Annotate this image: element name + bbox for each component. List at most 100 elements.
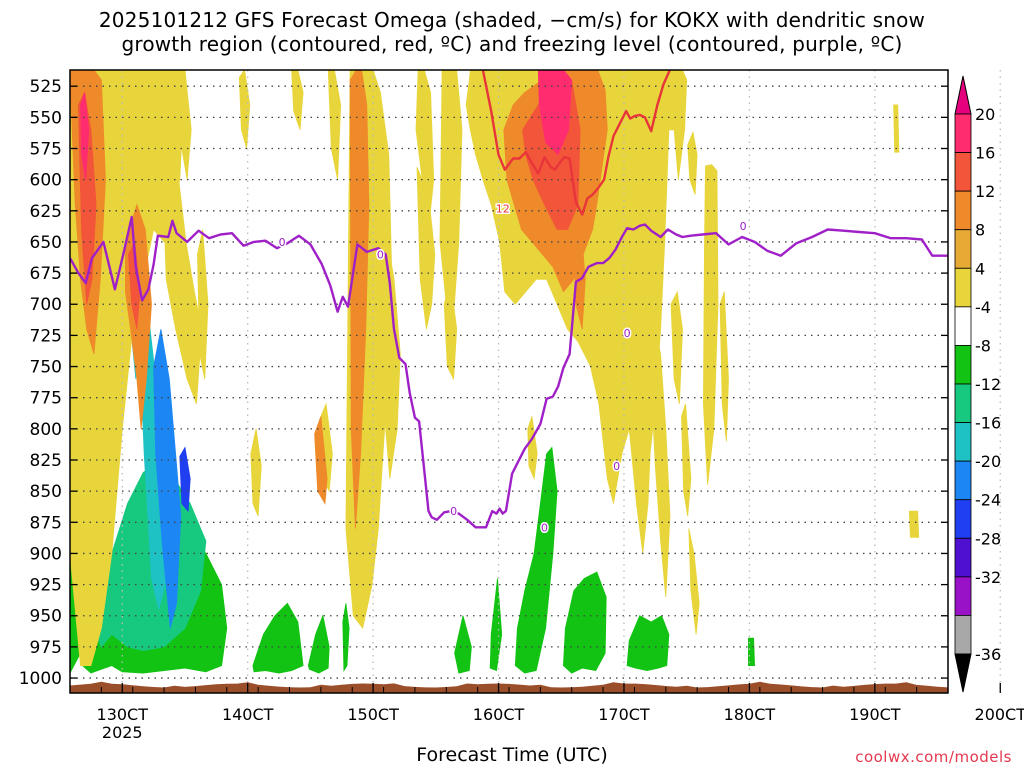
x-axis-label: Forecast Time (UTC) xyxy=(416,744,608,766)
omega-region-g5 xyxy=(454,615,472,674)
colorbar-bin xyxy=(954,422,972,462)
freezing-level-label: 0 xyxy=(377,248,384,261)
y-tick-label: 750 xyxy=(30,358,62,378)
omega-region-y17 xyxy=(650,329,671,598)
freezing-level-label: 0 xyxy=(541,521,548,534)
colorbar-bin xyxy=(954,576,972,616)
omega-region-m1 xyxy=(537,70,573,156)
omega-region-o4 xyxy=(314,416,328,505)
y-tick-label: 1000 xyxy=(19,669,62,689)
omega-region-m2 xyxy=(80,92,90,180)
colorbar-bin xyxy=(954,537,972,578)
colorbar-label: -12 xyxy=(975,375,1001,394)
colorbar-bin xyxy=(954,190,972,231)
colorbar-bin xyxy=(954,267,972,308)
omega-shading xyxy=(70,70,948,693)
colorbar-bin xyxy=(954,152,972,192)
y-tick-label: 700 xyxy=(30,295,62,315)
omega-region-g7 xyxy=(514,446,558,674)
colorbar-bottom-arrow xyxy=(954,653,972,693)
colorbar-label: -8 xyxy=(975,336,991,355)
colorbar-bin xyxy=(954,345,972,385)
y-tick-label: 850 xyxy=(30,482,62,502)
y-tick-label: 600 xyxy=(30,171,62,191)
x-tick-label: 140CT xyxy=(222,705,274,724)
colorbar-bin xyxy=(954,460,972,501)
omega-region-g2 xyxy=(252,602,304,674)
x-tick-label: 150CT xyxy=(347,705,399,724)
y-tick-label: 900 xyxy=(30,544,62,564)
omega-region-y3 xyxy=(178,70,192,180)
omega-region-g11 xyxy=(748,637,756,666)
omega-region-g9 xyxy=(626,615,670,672)
omega-region-y7 xyxy=(327,70,342,180)
colorbar-label: -36 xyxy=(975,645,1001,664)
omega-region-g6 xyxy=(489,578,503,672)
omega-region-y26 xyxy=(908,510,920,538)
colorbar-label: -16 xyxy=(975,414,1001,433)
dgz-contour-label: 12 xyxy=(496,202,510,215)
freezing-level-line xyxy=(70,215,948,529)
colorbar-label: -4 xyxy=(975,298,991,317)
omega-region-y19 xyxy=(631,290,646,429)
colorbar-label: 12 xyxy=(975,182,995,201)
omega-region-g3 xyxy=(307,614,330,674)
freezing-level-label: 0 xyxy=(740,220,747,233)
colorbar-bin xyxy=(954,499,972,539)
freezing-level-label: 0 xyxy=(613,460,620,473)
y-tick-label: 650 xyxy=(30,233,62,253)
colorbar-label: -28 xyxy=(975,529,1001,548)
colorbar-bin xyxy=(954,383,972,423)
colorbar-label: 8 xyxy=(975,221,985,240)
colorbar-bin xyxy=(954,229,972,269)
x-tick-sublabel: 2025 xyxy=(102,723,143,742)
y-tick-label: 975 xyxy=(30,638,62,658)
y-tick-label: 925 xyxy=(30,576,62,596)
omega-region-y13 xyxy=(439,70,463,330)
colorbar-label: -32 xyxy=(975,568,1001,587)
y-tick-label: 775 xyxy=(30,389,62,409)
colorbar-bin xyxy=(954,615,972,655)
omega-region-y10 xyxy=(381,241,401,479)
x-tick-label: 130CT xyxy=(97,705,149,724)
colorbar-bin xyxy=(954,113,972,153)
omega-region-y12 xyxy=(415,70,435,230)
dgz-contour-line xyxy=(481,70,672,216)
y-tick-label: 550 xyxy=(30,108,62,128)
colorbar-top-arrow xyxy=(954,75,972,115)
freezing-level-label: 0 xyxy=(279,236,286,249)
omega-region-o3 xyxy=(349,70,370,529)
omega-region-y21 xyxy=(681,403,692,517)
source-credit: coolwx.com/models xyxy=(855,748,1012,766)
x-tick-label: 200CT xyxy=(975,705,1024,724)
omega-region-g8 xyxy=(562,571,607,674)
y-tick-label: 825 xyxy=(30,451,62,471)
x-tick-label: 170CT xyxy=(598,705,650,724)
colorbar-label: -24 xyxy=(975,491,1001,510)
colorbar-label: 16 xyxy=(975,144,995,163)
omega-region-g4 xyxy=(342,603,350,672)
colorbar-label: -20 xyxy=(975,452,1001,471)
y-tick-label: 875 xyxy=(30,513,62,533)
chart-title: 2025101212 GFS Forecast Omega (shaded, −… xyxy=(98,8,926,56)
y-tick-label: 950 xyxy=(30,607,62,627)
x-tick-label: 160CT xyxy=(473,705,525,724)
colorbar-label: 20 xyxy=(975,105,995,124)
y-tick-label: 675 xyxy=(30,264,62,284)
x-tick-label: 180CT xyxy=(724,705,776,724)
freezing-level-label: 0 xyxy=(624,327,631,340)
omega-region-y14 xyxy=(416,167,436,330)
omega-region-d1 xyxy=(179,446,191,513)
y-tick-label: 625 xyxy=(30,202,62,222)
colorbar-bin xyxy=(954,306,972,346)
colorbar-label: 4 xyxy=(975,259,985,278)
omega-region-y18 xyxy=(670,290,683,404)
x-tick-label: 190CT xyxy=(849,705,901,724)
y-tick-label: 525 xyxy=(30,77,62,97)
y-tick-label: 575 xyxy=(30,139,62,159)
omega-region-y6 xyxy=(291,70,304,130)
y-tick-label: 725 xyxy=(30,326,62,346)
omega-region-y24 xyxy=(719,291,729,442)
y-tick-label: 800 xyxy=(30,420,62,440)
